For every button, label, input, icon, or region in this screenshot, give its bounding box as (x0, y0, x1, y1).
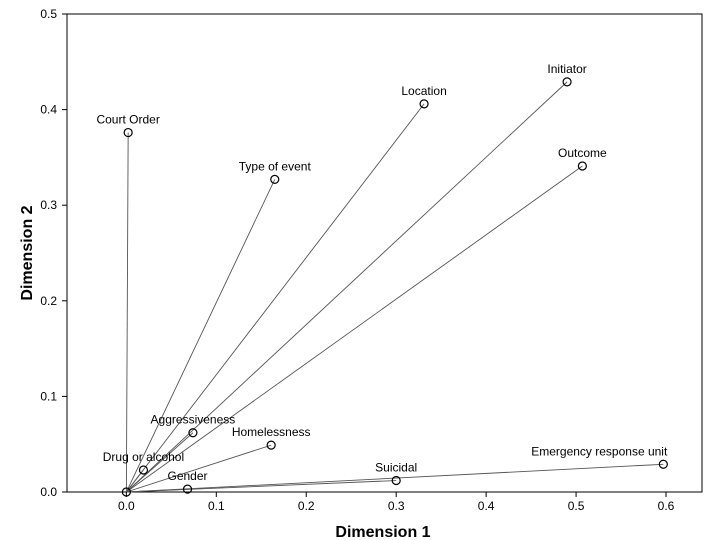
data-point (182, 484, 193, 494)
vectors-layer (125, 81, 664, 493)
point-label: Suicidal (375, 461, 417, 475)
labels-layer: Initiator Location Court Order Outcome Type … (96, 62, 668, 483)
plot-frame (66, 13, 703, 493)
points-layer (121, 77, 668, 497)
x-tick-label: 0.0 (118, 499, 135, 513)
x-tick-label: 0.1 (208, 499, 225, 513)
vector-line (125, 179, 276, 493)
data-point (188, 428, 198, 438)
y-tick-label: 0.2 (40, 294, 57, 308)
data-point (419, 99, 429, 109)
point-label: Court Order (96, 113, 159, 127)
vector-line (126, 165, 583, 493)
y-axis: 0.0 0.1 0.2 0.3 0.4 0.5 (40, 7, 67, 499)
y-tick-label: 0.1 (40, 389, 57, 403)
data-point (658, 459, 668, 469)
data-point (123, 127, 133, 138)
x-tick-label: 0.5 (568, 499, 585, 513)
x-tick-label: 0.6 (658, 499, 675, 513)
point-label: Location (401, 84, 446, 98)
x-axis-title: Dimension 1 (335, 524, 430, 540)
x-axis: 0.0 0.1 0.2 0.3 0.4 0.5 0.6 (118, 492, 675, 513)
point-label: Outcome (558, 146, 607, 160)
data-point (266, 440, 276, 450)
y-tick-label: 0.3 (40, 198, 57, 212)
point-label: Homelessness (232, 425, 311, 439)
y-tick-label: 0.5 (40, 7, 57, 21)
data-point (562, 77, 572, 87)
vector-line (126, 469, 144, 493)
x-tick-label: 0.2 (298, 499, 315, 513)
vector-line (125, 132, 129, 493)
y-axis-title: Dimension 2 (19, 205, 36, 300)
vector-line (126, 463, 664, 493)
point-label: Drug or alcohol (103, 450, 184, 464)
point-label: Emergency response unit (531, 444, 668, 458)
point-label: Gender (168, 469, 208, 483)
point-label: Initiator (547, 62, 586, 76)
y-tick-label: 0.4 (40, 103, 57, 117)
data-point (270, 174, 280, 184)
point-label: Type of event (239, 159, 312, 173)
vector-line (126, 432, 194, 493)
y-tick-label: 0.0 (40, 485, 57, 499)
x-tick-label: 0.3 (388, 499, 405, 513)
data-point (138, 465, 149, 475)
vector-line (126, 103, 425, 493)
data-point (577, 161, 587, 171)
vector-line (126, 488, 188, 493)
vector-line (126, 81, 568, 493)
vector-line (126, 444, 272, 493)
x-tick-label: 0.4 (478, 499, 495, 513)
point-label: Aggressiveness (151, 413, 236, 427)
data-point (391, 475, 401, 486)
